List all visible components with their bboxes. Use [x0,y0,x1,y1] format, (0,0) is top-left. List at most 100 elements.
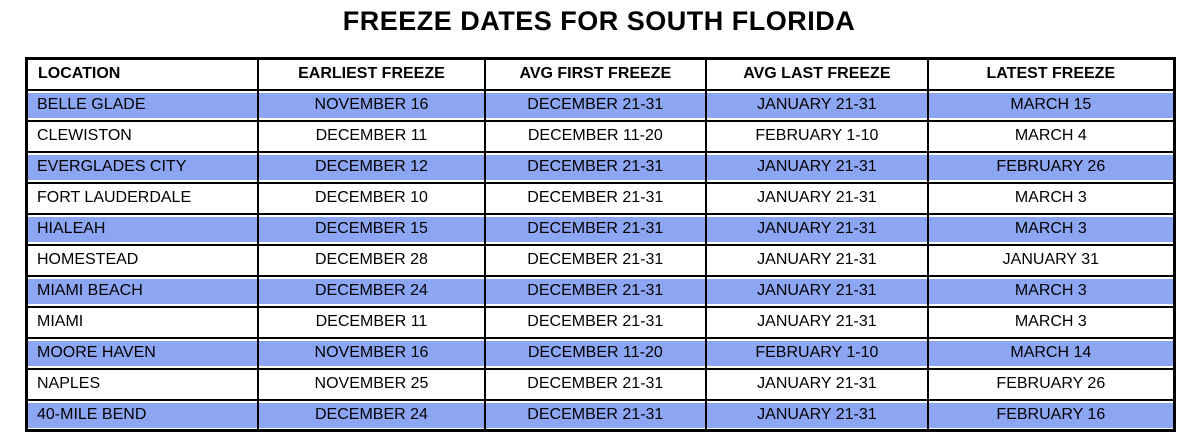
date-cell: NOVEMBER 25 [257,367,486,401]
cell-text: NOVEMBER 25 [314,375,429,392]
cell-text: JANUARY 21-31 [757,158,877,175]
date-cell: MARCH 3 [926,212,1176,246]
table-row: HOMESTEAD DECEMBER 28 DECEMBER 21-31 JANUAR… [25,243,1176,277]
header-row: LOCATION EARLIEST FREEZE AVG FIRST FREEZ… [25,57,1176,91]
cell-text: DECEMBER 28 [315,251,428,268]
cell-text: MARCH 14 [1010,344,1092,361]
cell-text: NOVEMBER 16 [314,96,429,113]
date-cell: MARCH 3 [926,305,1176,339]
cell-text: JANUARY 21-31 [757,96,877,113]
cell-text: DECEMBER 15 [315,220,428,237]
cell-text: CLEWISTON [37,127,132,144]
date-cell: DECEMBER 28 [257,243,486,277]
date-cell: DECEMBER 21-31 [483,398,708,432]
table-row: MIAMI BEACH DECEMBER 24 DECEMBER 21-31 JANU… [25,274,1176,308]
cell-text: DECEMBER 11 [315,127,428,144]
cell-text: MARCH 15 [1010,96,1092,113]
date-cell: JANUARY 21-31 [705,274,929,308]
cell-text: DECEMBER 11-20 [527,127,663,144]
date-cell: FEBRUARY 1-10 [705,119,929,153]
table-row: BELLE GLADE NOVEMBER 16 DECEMBER 21-31 JANU… [25,88,1176,122]
table-body: BELLE GLADE NOVEMBER 16 DECEMBER 21-31 JANU… [25,88,1176,432]
date-cell: DECEMBER 21-31 [483,181,708,215]
date-cell: FEBRUARY 16 [926,398,1176,432]
cell-text: FEBRUARY 16 [996,405,1106,423]
cell-text: DECEMBER 21-31 [527,313,664,330]
cell-text: MIAMI BEACH [37,282,143,299]
cell-text: 40-MILE BEND [37,405,147,423]
cell-text: FEBRUARY 1-10 [755,344,879,361]
date-cell: DECEMBER 21-31 [483,367,708,401]
cell-text: DECEMBER 21-31 [527,405,664,423]
column-header-location: LOCATION [25,57,260,91]
table-row: MOORE HAVEN NOVEMBER 16 DECEMBER 11-20 FEBR… [25,336,1176,370]
date-cell: JANUARY 21-31 [705,398,929,432]
date-cell: DECEMBER 21-31 [483,150,708,184]
date-cell: DECEMBER 10 [257,181,486,215]
cell-text: MARCH 3 [1014,313,1087,330]
column-header-avg-first-freeze: AVG FIRST FREEZE [483,57,708,91]
cell-text: FORT LAUDERDALE [37,189,192,206]
cell-text: MARCH 3 [1014,220,1087,237]
date-cell: JANUARY 21-31 [705,243,929,277]
date-cell: DECEMBER 15 [257,212,486,246]
column-header-label: LATEST FREEZE [986,65,1116,83]
date-cell: MARCH 3 [926,274,1176,308]
date-cell: DECEMBER 21-31 [483,305,708,339]
table-row: EVERGLADES CITY DECEMBER 12 DECEMBER 21-31… [25,150,1176,184]
cell-text: JANUARY 21-31 [757,405,877,423]
cell-text: MIAMI [37,313,84,330]
column-header-label: EARLIEST FREEZE [298,65,445,83]
cell-text: NOVEMBER 16 [314,344,429,361]
date-cell: DECEMBER 21-31 [483,212,708,246]
cell-text: EVERGLADES CITY [37,158,187,175]
table-row: NAPLES NOVEMBER 25 DECEMBER 21-31 JANUARY 2… [25,367,1176,401]
date-cell: DECEMBER 21-31 [483,88,708,122]
cell-text: HIALEAH [37,220,106,237]
location-cell: MOORE HAVEN [25,336,260,370]
column-header-latest-freeze: LATEST FREEZE [926,57,1176,91]
column-header-label: AVG LAST FREEZE [743,65,891,83]
column-header-earliest-freeze: EARLIEST FREEZE [257,57,486,91]
date-cell: FEBRUARY 1-10 [705,336,929,370]
date-cell: DECEMBER 21-31 [483,243,708,277]
location-cell: 40-MILE BEND [25,398,260,432]
location-cell: BELLE GLADE [25,88,260,122]
location-cell: FORT LAUDERDALE [25,181,260,215]
column-header-avg-last-freeze: AVG LAST FREEZE [705,57,929,91]
cell-text: BELLE GLADE [37,96,146,113]
column-header-label: LOCATION [38,65,121,83]
cell-text: DECEMBER 21-31 [527,158,664,175]
cell-text: JANUARY 21-31 [757,220,877,237]
date-cell: JANUARY 21-31 [705,150,929,184]
cell-text: DECEMBER 21-31 [527,375,664,392]
date-cell: DECEMBER 24 [257,274,486,308]
table-row: CLEWISTON DECEMBER 11 DECEMBER 11-20 FEBRUA… [25,119,1176,153]
table-row: FORT LAUDERDALE DECEMBER 10 DECEMBER 21-31… [25,181,1176,215]
cell-text: JANUARY 21-31 [757,189,877,206]
cell-text: MARCH 3 [1014,189,1087,206]
date-cell: FEBRUARY 26 [926,150,1176,184]
location-cell: EVERGLADES CITY [25,150,260,184]
date-cell: JANUARY 21-31 [705,305,929,339]
cell-text: JANUARY 21-31 [757,251,877,268]
cell-text: MOORE HAVEN [37,344,156,361]
location-cell: NAPLES [25,367,260,401]
date-cell: DECEMBER 11-20 [483,119,708,153]
date-cell: DECEMBER 24 [257,398,486,432]
cell-text: DECEMBER 12 [315,158,428,175]
date-cell: DECEMBER 21-31 [483,274,708,308]
cell-text: DECEMBER 11 [315,313,428,330]
date-cell: JANUARY 21-31 [705,88,929,122]
cell-text: JANUARY 21-31 [757,313,877,330]
cell-text: MARCH 3 [1014,282,1087,299]
date-cell: JANUARY 21-31 [705,181,929,215]
cell-text: DECEMBER 21-31 [527,189,664,206]
date-cell: MARCH 15 [926,88,1176,122]
date-cell: MARCH 14 [926,336,1176,370]
table-header: LOCATION EARLIEST FREEZE AVG FIRST FREEZ… [25,57,1176,91]
date-cell: JANUARY 31 [926,243,1176,277]
cell-text: DECEMBER 21-31 [527,282,664,299]
location-cell: MIAMI BEACH [25,274,260,308]
